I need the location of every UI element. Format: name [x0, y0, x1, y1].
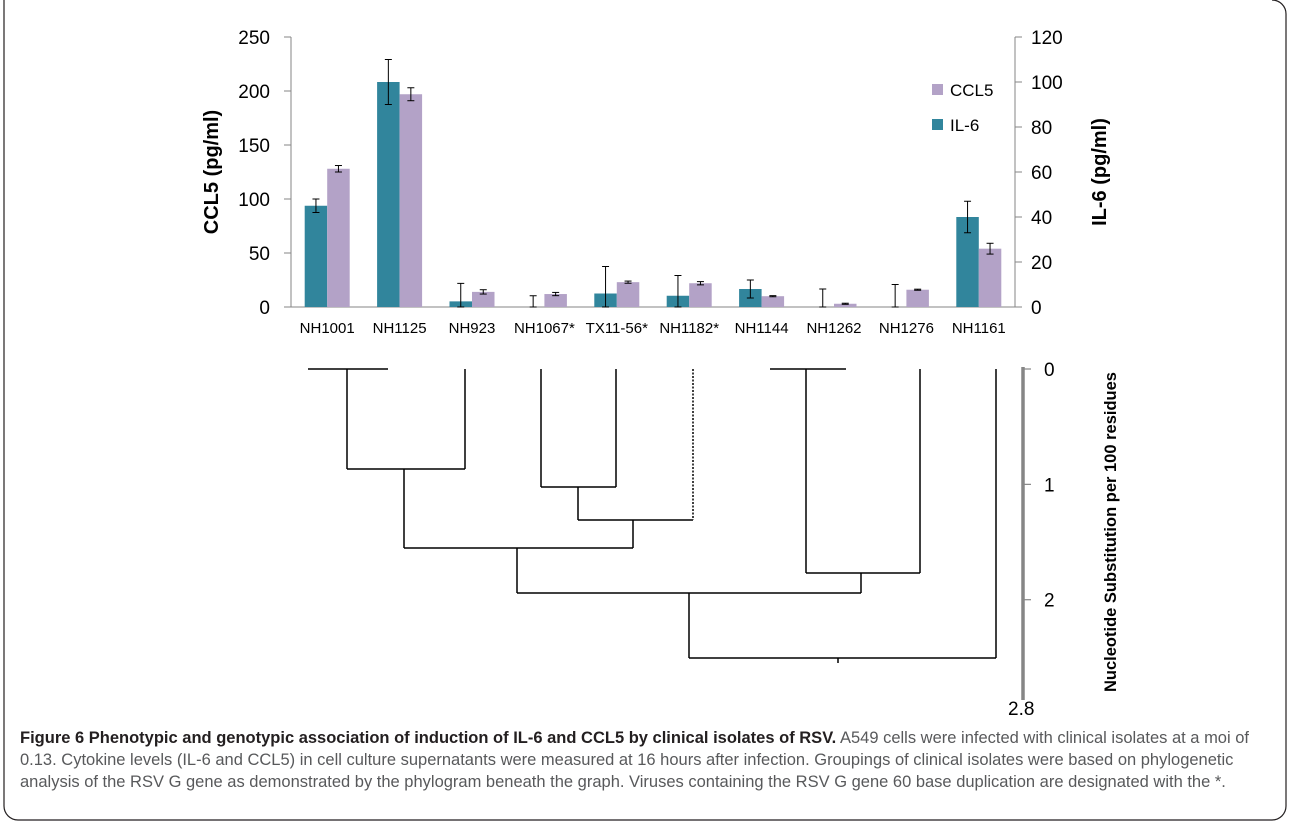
bar-il6-nh1001 — [304, 205, 328, 307]
bar-series — [304, 59, 1002, 308]
right-axis-label: IL-6 (pg/ml) — [1089, 118, 1111, 226]
x-tick-label: NH923 — [449, 320, 496, 337]
phylogram-scale: 0 1 2 2.8 Nucleotide Substitution per 100 r… — [1008, 360, 1120, 720]
scale-tick-label: 0 — [1044, 360, 1055, 381]
caption-title: Figure 6 Phenotypic and genotypic associ… — [20, 729, 837, 747]
x-tick-label: NH1262 — [806, 320, 861, 337]
bar-ccl5-nh1276 — [906, 289, 929, 307]
caption-body: A549 cells were infected with clinical i… — [20, 729, 1249, 791]
x-tick-label: NH1125 — [373, 320, 427, 337]
bar-il6-nh1125 — [377, 82, 400, 307]
bar-ccl5-nh1262 — [834, 303, 857, 307]
scale-tick-label: 1 — [1044, 475, 1055, 496]
bar-il6-nh1161 — [956, 217, 979, 307]
left-tick-label: 200 — [238, 82, 270, 103]
left-tick-label: 150 — [238, 136, 270, 157]
right-tick-label: 100 — [1031, 73, 1063, 94]
x-tick-label: NH1144 — [735, 320, 789, 337]
right-tick-label: 40 — [1031, 208, 1052, 229]
scale-tick-label: 2 — [1044, 591, 1055, 612]
scale-label: Nucleotide Substitution per 100 residues — [1102, 372, 1120, 692]
x-tick-label: NH1001 — [300, 320, 355, 337]
legend-swatch-il6 — [932, 119, 943, 130]
left-tick-label: 0 — [259, 298, 270, 319]
x-axis-tick-labels: NH1001 NH1125 NH923 NH1067* TX11-56* NH1182* N… — [300, 320, 1006, 337]
bar-ccl5-nh1144 — [761, 296, 785, 307]
left-tick-label: 250 — [238, 28, 270, 49]
x-tick-label: TX11-56* — [586, 320, 648, 337]
right-axis-ticks: 0 20 40 60 80 100 120 — [1015, 28, 1063, 319]
bar-ccl5-nh1125 — [399, 94, 423, 308]
bar-ccl5-nh1067 — [544, 294, 567, 307]
left-axis-label: CCL5 (pg/ml) — [201, 110, 223, 234]
legend-label-ccl5: CCL5 — [950, 81, 993, 100]
scale-tick-label: 2.8 — [1008, 699, 1034, 720]
right-tick-label: 120 — [1031, 28, 1063, 49]
chart-legend: CCL5 IL-6 — [932, 81, 993, 135]
left-tick-label: 50 — [249, 244, 270, 265]
legend-label-il6: IL-6 — [950, 116, 979, 135]
right-tick-label: 0 — [1031, 298, 1042, 319]
right-tick-label: 20 — [1031, 253, 1052, 274]
left-tick-label: 100 — [238, 190, 270, 211]
right-tick-label: 80 — [1031, 118, 1052, 139]
phylogram — [308, 368, 997, 663]
bar-ccl5-nh1182 — [689, 283, 712, 307]
bar-ccl5-nh923 — [472, 291, 495, 307]
x-tick-label: NH1276 — [879, 320, 934, 337]
bar-ccl5-nh1161 — [978, 248, 1002, 307]
x-tick-label: NH1161 — [952, 320, 1006, 337]
left-axis-ticks: 0 50 100 150 200 250 — [238, 28, 291, 319]
x-tick-label: NH1182* — [659, 320, 719, 337]
x-tick-label: NH1067* — [514, 320, 575, 337]
bar-ccl5-tx1156 — [616, 282, 640, 307]
bar-ccl5-nh1001 — [327, 168, 350, 307]
legend-swatch-ccl5 — [932, 84, 943, 95]
right-tick-label: 60 — [1031, 163, 1052, 184]
scale-ticks: 0 1 2 2.8 — [1008, 360, 1055, 720]
figure-caption: Figure 6 Phenotypic and genotypic associ… — [20, 727, 1270, 793]
